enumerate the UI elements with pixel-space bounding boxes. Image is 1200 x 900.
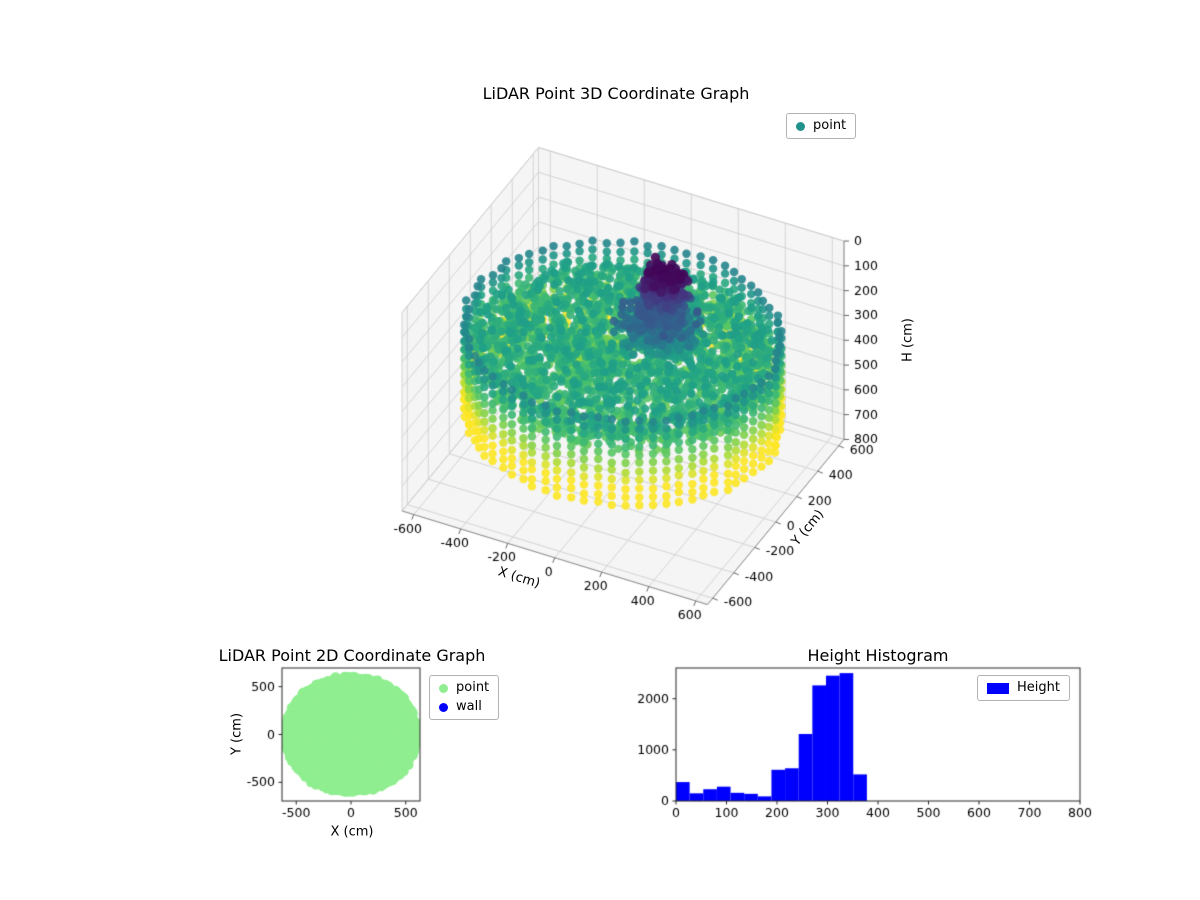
point-marker-icon bbox=[439, 683, 448, 693]
legend-entry-wall: wall bbox=[439, 699, 489, 715]
legend-entry-point: point bbox=[439, 680, 489, 696]
legend-entry-height: Height bbox=[987, 680, 1060, 696]
legend-label-wall: wall bbox=[456, 699, 482, 714]
plot2d-yaxis-label: Y (cm) bbox=[229, 712, 245, 756]
wall-marker-icon bbox=[439, 702, 448, 712]
legend-label-point: point bbox=[813, 118, 847, 133]
plot3d-legend: point bbox=[786, 113, 857, 139]
plot2d-xaxis-label: X (cm) bbox=[330, 824, 374, 840]
plot3d-title: LiDAR Point 3D Coordinate Graph bbox=[482, 84, 750, 103]
histogram-legend: Height bbox=[977, 675, 1070, 701]
legend-label-point: point bbox=[456, 680, 490, 695]
legend-entry-point: point bbox=[796, 118, 846, 134]
point-marker-icon bbox=[796, 121, 805, 131]
legend-label-height: Height bbox=[1017, 680, 1060, 695]
plot3d-zaxis-label: H (cm) bbox=[900, 318, 916, 362]
histogram-title: Height Histogram bbox=[807, 646, 949, 665]
plot2d-legend: point wall bbox=[429, 675, 500, 720]
plot2d-title: LiDAR Point 2D Coordinate Graph bbox=[218, 646, 486, 665]
height-swatch-icon bbox=[987, 682, 1009, 694]
